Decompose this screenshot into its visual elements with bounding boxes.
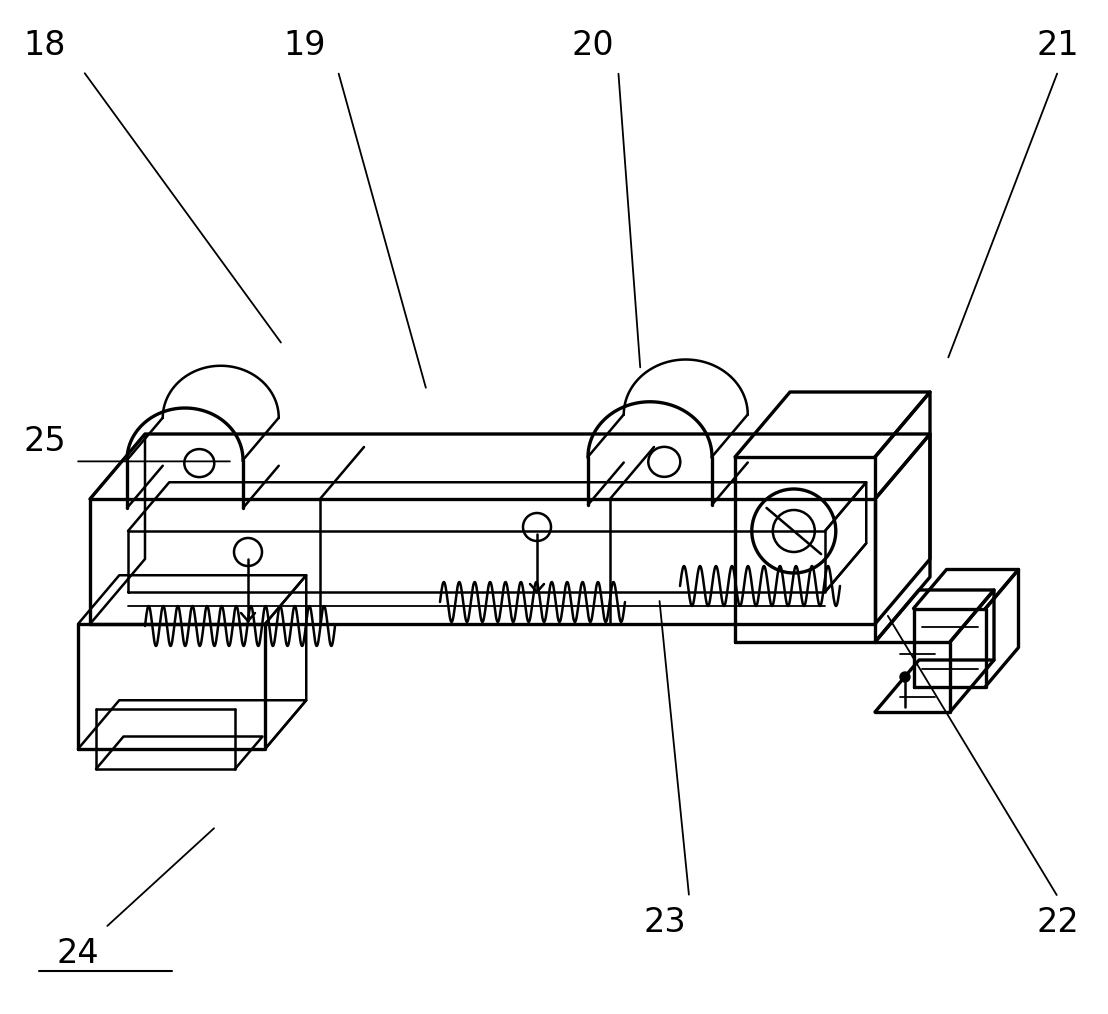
Text: 23: 23 — [644, 907, 686, 939]
Text: 21: 21 — [1037, 29, 1079, 62]
Text: 19: 19 — [284, 29, 326, 62]
Circle shape — [523, 513, 551, 541]
Circle shape — [900, 672, 910, 682]
Text: 18: 18 — [23, 29, 65, 62]
Text: 25: 25 — [23, 425, 65, 457]
Text: 20: 20 — [572, 29, 614, 62]
Text: 22: 22 — [1037, 907, 1079, 939]
Circle shape — [234, 538, 261, 566]
Text: 24: 24 — [57, 937, 99, 969]
